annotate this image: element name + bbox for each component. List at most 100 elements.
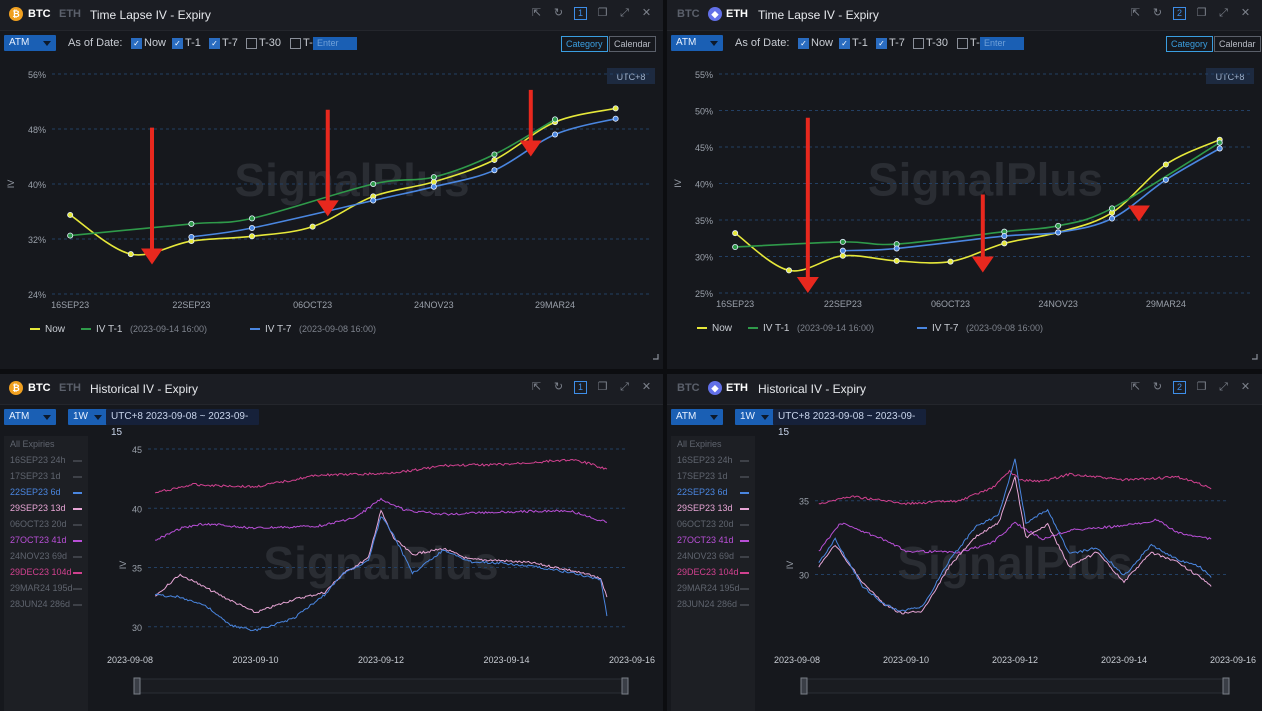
coin-tab-inactive[interactable]: ETH — [59, 8, 81, 20]
close-icon[interactable]: ✕ — [641, 7, 652, 19]
atm-select-value: ATM — [676, 411, 697, 422]
maximize-icon[interactable]: ⤢ — [620, 381, 629, 393]
custom-days-input[interactable]: Enter — [313, 37, 357, 50]
duplicate-icon[interactable]: ❐ — [1196, 7, 1207, 19]
expiry-label: 22SEP23 6d — [10, 487, 61, 497]
atm-select[interactable]: ATM — [671, 35, 723, 51]
expiry-list-item[interactable]: 16SEP23 24h — [671, 452, 755, 468]
duplicate-icon[interactable]: ❐ — [597, 381, 608, 393]
checkbox-t7[interactable]: ✓ — [876, 38, 887, 49]
expiry-list-item[interactable]: 28JUN24 286d — [4, 596, 88, 612]
expiry-list-item[interactable]: 27OCT23 41d — [671, 532, 755, 548]
export-icon[interactable]: ⇱ — [1130, 381, 1141, 393]
expiry-list-item[interactable]: 17SEP23 1d — [671, 468, 755, 484]
duplicate-icon[interactable]: ❐ — [1196, 381, 1207, 393]
y-tick-label: 35 — [132, 564, 142, 574]
expiry-list-item[interactable]: 16SEP23 24h — [4, 452, 88, 468]
checkbox-custom[interactable] — [290, 38, 301, 49]
expiry-list-item[interactable]: All Expiries — [671, 436, 755, 452]
expiry-list-item[interactable]: 29DEC23 104d — [4, 564, 88, 580]
checkbox-t30[interactable] — [246, 38, 257, 49]
export-icon[interactable]: ⇱ — [1130, 7, 1141, 19]
refresh-icon[interactable]: ↻ — [553, 381, 564, 393]
coin-tab-active[interactable]: BTC — [28, 8, 51, 20]
checkbox-t1[interactable]: ✓ — [172, 38, 183, 49]
expiry-list-item[interactable]: 28JUN24 286d — [671, 596, 755, 612]
coin-tab-active[interactable]: ETH — [726, 8, 748, 20]
expiry-label: 28JUN24 286d — [10, 599, 71, 609]
atm-select[interactable]: ATM — [4, 35, 56, 51]
export-icon[interactable]: ⇱ — [531, 7, 542, 19]
custom-days-input[interactable]: Enter — [980, 37, 1024, 50]
date-range-display[interactable]: UTC+8 2023-09-08 ~ 2023-09-15 — [106, 409, 259, 438]
checkbox-now[interactable]: ✓ — [798, 38, 809, 49]
coin-tab-active[interactable]: ETH — [726, 382, 748, 394]
close-icon[interactable]: ✕ — [1240, 381, 1251, 393]
category-toggle[interactable]: Category — [1166, 36, 1213, 52]
checkbox-t30[interactable] — [913, 38, 924, 49]
calendar-toggle[interactable]: Calendar — [609, 36, 656, 52]
window-number-badge[interactable]: 2 — [1173, 7, 1186, 20]
category-toggle[interactable]: Category — [561, 36, 608, 52]
expiry-list-item[interactable]: 29DEC23 104d — [671, 564, 755, 580]
calendar-toggle[interactable]: Calendar — [1214, 36, 1261, 52]
panel-title: Time Lapse IV - Expiry — [90, 8, 211, 22]
date-range-display[interactable]: UTC+8 2023-09-08 ~ 2023-09-15 — [773, 409, 926, 438]
checkbox-t7[interactable]: ✓ — [209, 38, 220, 49]
expiry-list-item[interactable]: 22SEP23 6d — [4, 484, 88, 500]
window-number-badge[interactable]: 1 — [574, 7, 587, 20]
close-icon[interactable]: ✕ — [1240, 7, 1251, 19]
expiry-list-item[interactable]: 17SEP23 1d — [4, 468, 88, 484]
expiry-list-item[interactable]: 29MAR24 195d — [4, 580, 88, 596]
expiry-list-item[interactable]: 24NOV23 69d — [4, 548, 88, 564]
data-point — [188, 233, 195, 240]
expiry-color-swatch — [73, 492, 82, 494]
expiry-list-item[interactable]: 29SEP23 13d — [4, 500, 88, 516]
maximize-icon[interactable]: ⤢ — [1219, 381, 1228, 393]
expiry-label: All Expiries — [10, 439, 55, 449]
export-icon[interactable]: ⇱ — [531, 381, 542, 393]
legend-timestamp: (2023-09-08 16:00) — [966, 323, 1043, 333]
expiry-list-item[interactable]: 06OCT23 20d — [4, 516, 88, 532]
period-select[interactable]: 1W — [735, 409, 774, 425]
checkbox-custom[interactable] — [957, 38, 968, 49]
data-point — [552, 116, 559, 123]
refresh-icon[interactable]: ↻ — [553, 7, 564, 19]
maximize-icon[interactable]: ⤢ — [1219, 7, 1228, 19]
window-number-badge[interactable]: 2 — [1173, 381, 1186, 394]
ethereum-icon: ◆ — [708, 7, 722, 21]
checkbox-now[interactable]: ✓ — [131, 38, 142, 49]
duplicate-icon[interactable]: ❐ — [597, 7, 608, 19]
coin-tab-inactive[interactable]: BTC — [677, 8, 700, 20]
expiry-list-item[interactable]: 29MAR24 195d — [671, 580, 755, 596]
series-line-29sep23-13d — [154, 509, 608, 614]
window-number-badge[interactable]: 1 — [574, 381, 587, 394]
checkbox-t1[interactable]: ✓ — [839, 38, 850, 49]
refresh-icon[interactable]: ↻ — [1152, 7, 1163, 19]
panel-controls: ATM As of Date: ✓ Now ✓ T-1 ✓ T-7 T-30 T… — [0, 31, 663, 57]
series-line-27oct23-41d — [155, 497, 608, 541]
atm-select[interactable]: ATM — [671, 409, 723, 425]
watermark: SignalPlus — [234, 154, 469, 206]
panel-controls: ATM 1W UTC+8 2023-09-08 ~ 2023-09-15 — [667, 405, 1262, 438]
expiry-list-item[interactable]: 27OCT23 41d — [4, 532, 88, 548]
close-icon[interactable]: ✕ — [641, 381, 652, 393]
y-tick-label: 30 — [132, 623, 142, 633]
expiry-list-item[interactable]: 24NOV23 69d — [671, 548, 755, 564]
expiry-list-item[interactable]: 29SEP23 13d — [671, 500, 755, 516]
maximize-icon[interactable]: ⤢ — [620, 7, 629, 19]
coin-tab-active[interactable]: BTC — [28, 382, 51, 394]
data-point — [839, 252, 846, 259]
annotation-arrow-head — [971, 256, 994, 273]
period-select[interactable]: 1W — [68, 409, 107, 425]
refresh-icon[interactable]: ↻ — [1152, 381, 1163, 393]
data-point — [1109, 215, 1116, 222]
expiry-list: All Expiries 16SEP23 24h 17SEP23 1d 22SEP23… — [4, 436, 88, 711]
coin-tab-inactive[interactable]: BTC — [677, 382, 700, 394]
expiry-list-item[interactable]: 22SEP23 6d — [671, 484, 755, 500]
checkbox-t30-label: T-30 — [926, 37, 949, 49]
atm-select[interactable]: ATM — [4, 409, 56, 425]
expiry-list-item[interactable]: All Expiries — [4, 436, 88, 452]
expiry-list-item[interactable]: 06OCT23 20d — [671, 516, 755, 532]
coin-tab-inactive[interactable]: ETH — [59, 382, 81, 394]
